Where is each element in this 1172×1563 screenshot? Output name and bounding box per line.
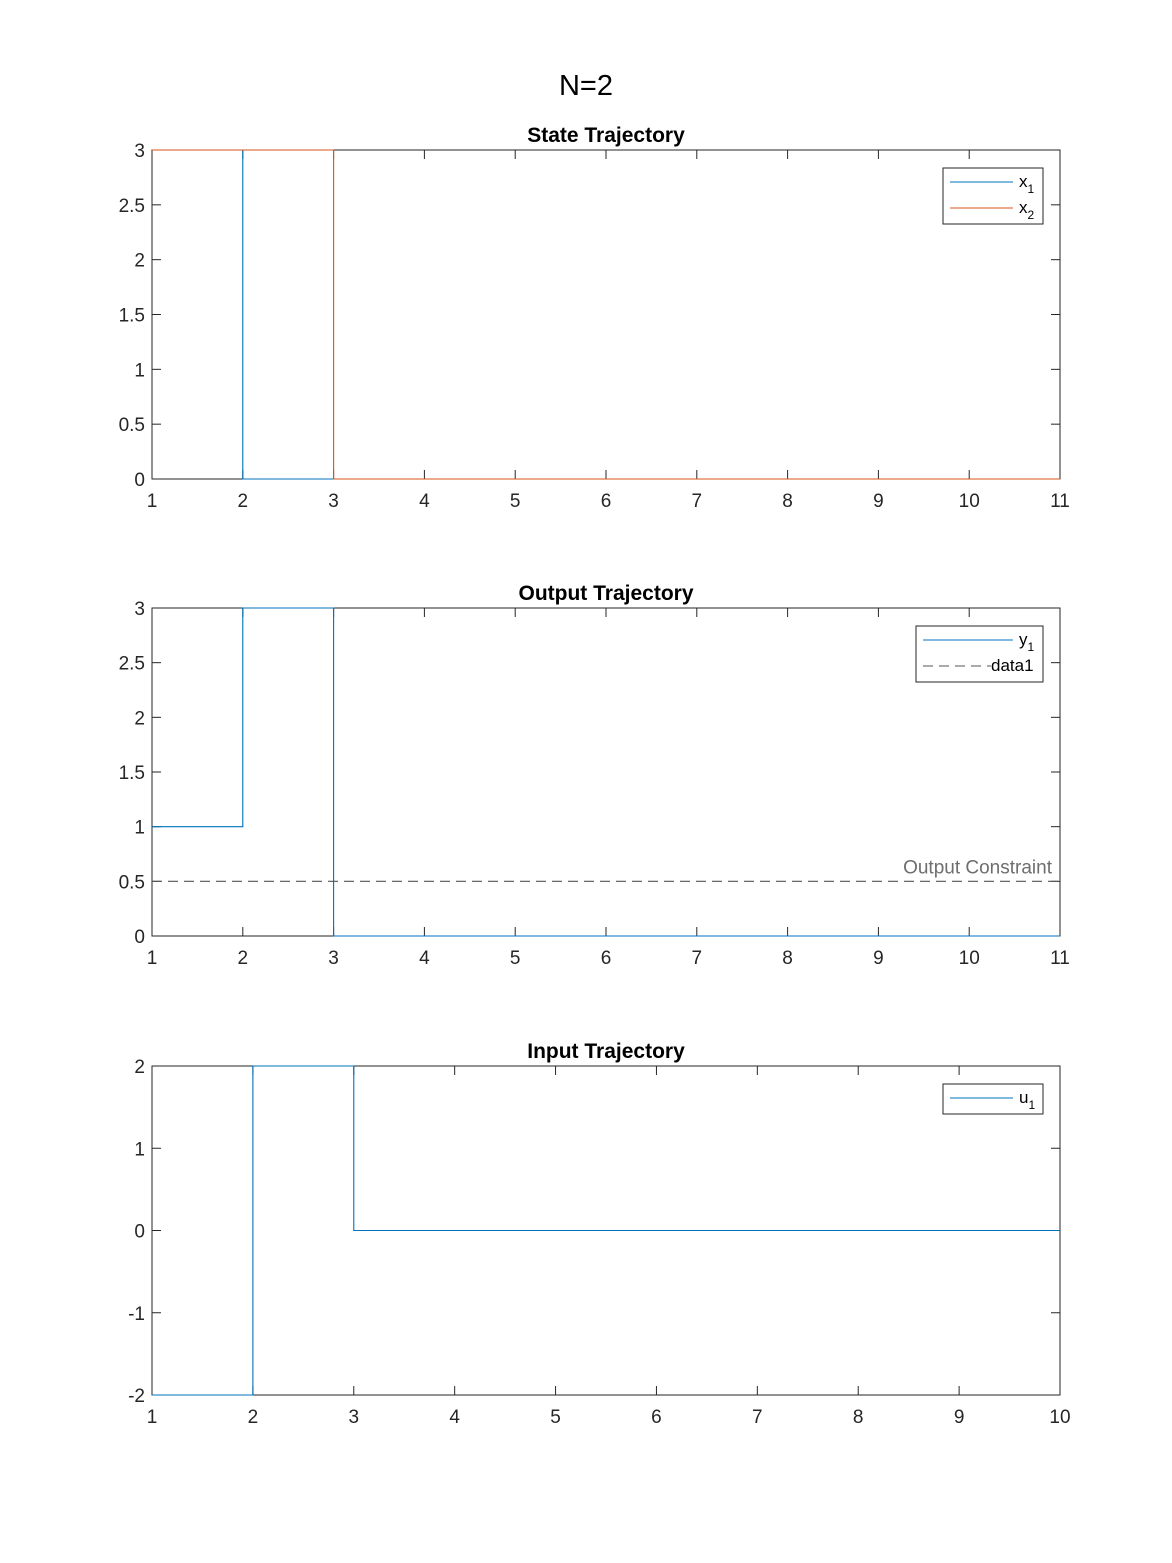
legend-box <box>942 1083 1044 1115</box>
y-tick-label: 1.5 <box>119 306 145 327</box>
x-tick-label: 9 <box>873 491 884 512</box>
x-tick-label: 8 <box>853 1407 864 1428</box>
x-tick-label: 5 <box>510 948 521 969</box>
y-tick-label: 2.5 <box>119 196 145 217</box>
y-tick-label: 3 <box>134 599 145 620</box>
x-tick-label: 9 <box>873 948 884 969</box>
legend-label-subscript: 2 <box>1028 208 1035 222</box>
x-tick-label: 4 <box>449 1407 460 1428</box>
legend-label: data1 <box>991 656 1034 675</box>
y-tick-label: 2 <box>134 1057 145 1078</box>
y-tick-label: 1.5 <box>119 763 145 784</box>
x-tick-label: 7 <box>692 948 703 969</box>
x-tick-label: 10 <box>1049 1407 1070 1428</box>
x-tick-label: 5 <box>550 1407 561 1428</box>
x-tick-label: 4 <box>419 491 430 512</box>
axes-box <box>151 149 1061 480</box>
x-tick-label: 9 <box>954 1407 965 1428</box>
x-tick-label: 8 <box>782 948 793 969</box>
x-tick-label: 2 <box>238 948 249 969</box>
y-tick-label: 2.5 <box>119 654 145 675</box>
legend-box <box>915 625 1044 683</box>
y-tick-label: 0 <box>134 470 145 491</box>
x-tick-label: 6 <box>651 1407 662 1428</box>
x-tick-label: 6 <box>601 491 612 512</box>
x-tick-label: 10 <box>959 491 980 512</box>
y-tick-label: 0 <box>134 1222 145 1243</box>
series-line-x2 <box>152 149 1060 480</box>
y-tick-label: -2 <box>128 1386 145 1407</box>
x-tick-label: 11 <box>1050 948 1070 969</box>
subplot-1: State Trajectory 1 2 3 4 5 6 7 8 9 10 11 0 0.5 1 1.5 2 2.… <box>119 124 1070 512</box>
series-line-y1 <box>152 607 1060 937</box>
y-tick-label: 3 <box>134 141 145 162</box>
legend-label-subscript: 1 <box>1028 1098 1035 1112</box>
x-tick-label: 7 <box>752 1407 763 1428</box>
x-tick-label: 3 <box>328 948 339 969</box>
x-tick-label: 11 <box>1050 491 1070 512</box>
figure-title: N=2 <box>558 70 613 102</box>
y-tick-label: 1 <box>134 1139 145 1160</box>
y-tick-label: 0.5 <box>119 415 145 436</box>
x-tick-label: 8 <box>782 491 793 512</box>
plot-title: Input Trajectory <box>527 1040 685 1063</box>
y-tick-label: -1 <box>128 1304 145 1325</box>
y-tick-label: 1 <box>134 818 145 839</box>
x-tick-label: 6 <box>601 948 612 969</box>
x-tick-label: 4 <box>419 948 430 969</box>
x-tick-label: 7 <box>692 491 703 512</box>
legend-box <box>942 167 1044 225</box>
plot-title: Output Trajectory <box>518 582 693 605</box>
x-tick-label: 5 <box>510 491 521 512</box>
x-tick-label: 3 <box>328 491 339 512</box>
x-tick-label: 1 <box>147 491 158 512</box>
legend-label-subscript: 1 <box>1028 182 1035 196</box>
y-tick-label: 0.5 <box>119 872 145 893</box>
x-tick-label: 2 <box>248 1407 259 1428</box>
series-line-u1 <box>152 1065 1060 1396</box>
plot-title: State Trajectory <box>527 124 685 147</box>
legend-label-subscript: 1 <box>1028 640 1035 654</box>
x-tick-label: 10 <box>959 948 980 969</box>
annotation-label: Output Constraint <box>903 857 1053 878</box>
y-tick-label: 0 <box>134 927 145 948</box>
x-tick-label: 3 <box>348 1407 359 1428</box>
x-tick-label: 2 <box>238 491 249 512</box>
x-tick-label: 1 <box>147 948 158 969</box>
x-tick-label: 1 <box>147 1407 158 1428</box>
y-tick-label: 1 <box>134 360 145 381</box>
y-tick-label: 2 <box>134 251 145 272</box>
y-tick-label: 2 <box>134 708 145 729</box>
subplot-2: Output Trajectory 1 2 3 4 5 6 7 8 9 10 11 0 0.5 1 1.5 2 2… <box>119 582 1070 969</box>
